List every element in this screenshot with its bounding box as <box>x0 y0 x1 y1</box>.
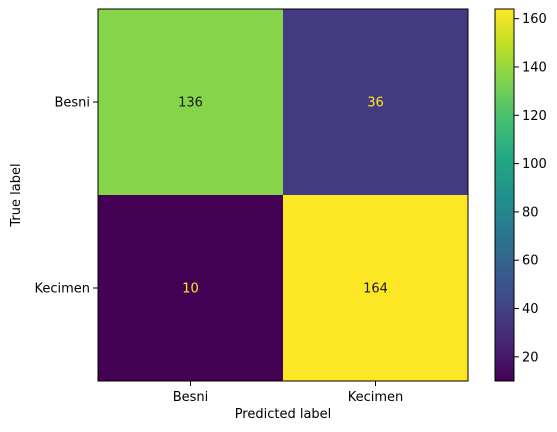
y-tick-label: Besni <box>54 96 90 111</box>
matrix-cell <box>283 9 468 195</box>
y-tick-label: Kecimen <box>34 282 90 297</box>
colorbar-frame <box>494 8 515 382</box>
colorbar-tick-label: 60 <box>522 254 539 269</box>
colorbar-tick-label: 80 <box>522 205 539 220</box>
y-axis-label: True label <box>9 163 24 227</box>
matrix-cell <box>98 195 283 381</box>
cell-value-label: 136 <box>178 96 203 111</box>
matrix-cell <box>98 9 283 195</box>
colorbar-tick-label: 20 <box>522 350 539 365</box>
x-axis-label: Predicted label <box>235 407 332 422</box>
x-axis-ticks: Besni Kecimen <box>173 381 404 405</box>
colorbar-tick-label: 100 <box>522 157 547 172</box>
colorbar: 20 40 60 80 100 120 140 160 <box>494 8 547 382</box>
colorbar-tick-label: 40 <box>522 302 539 317</box>
colorbar-tick-label: 120 <box>522 109 547 124</box>
plot-frame <box>97 8 469 382</box>
cell-value-label: 164 <box>363 282 388 297</box>
y-axis-ticks: Besni Kecimen <box>34 96 98 297</box>
x-tick-label: Kecimen <box>348 390 404 405</box>
matrix-cell <box>283 195 468 381</box>
cell-value-label: 10 <box>182 282 199 297</box>
colorbar-tick-label: 140 <box>522 60 547 75</box>
colorbar-gradient <box>495 9 514 381</box>
x-tick-label: Besni <box>173 390 209 405</box>
matrix-cells: 136 36 10 164 <box>98 9 468 381</box>
colorbar-tick-label: 160 <box>522 12 547 27</box>
cell-value-label: 36 <box>367 96 384 111</box>
colorbar-ticks: 20 40 60 80 100 120 140 160 <box>514 12 547 365</box>
